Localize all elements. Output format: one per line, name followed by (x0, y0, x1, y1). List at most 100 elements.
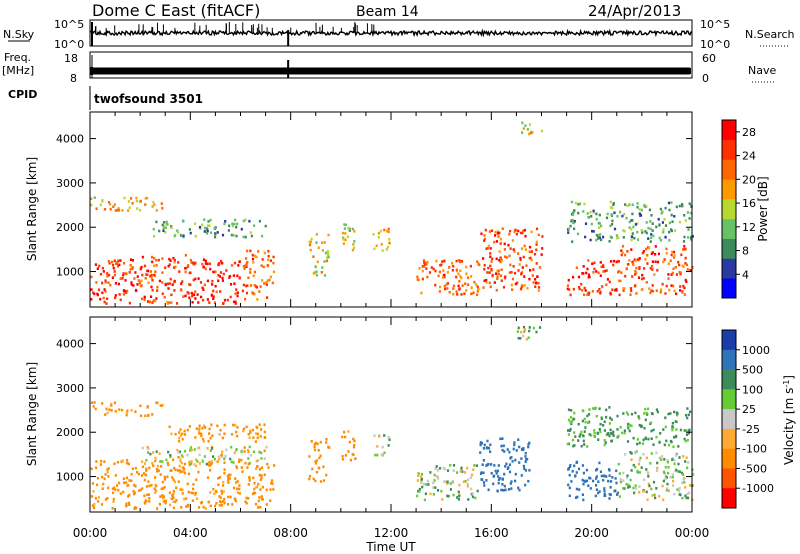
range-cell (155, 297, 158, 300)
range-cell (589, 211, 592, 214)
range-cell (495, 257, 498, 261)
range-cell (326, 256, 329, 260)
range-cell (456, 496, 459, 499)
range-cell (673, 492, 676, 496)
range-cell (605, 475, 608, 478)
range-cell (480, 232, 483, 236)
range-cell (319, 440, 322, 444)
y-tick-label: 3000 (56, 177, 84, 190)
range-cell (587, 293, 590, 296)
range-cell (192, 261, 195, 265)
range-cell (671, 220, 674, 223)
range-cell (181, 280, 184, 283)
range-cell (327, 233, 330, 237)
range-cell (217, 274, 220, 277)
range-cell (608, 469, 611, 472)
range-cell (104, 413, 107, 416)
range-cell (270, 479, 274, 482)
range-cell (459, 269, 462, 272)
range-cell (464, 480, 467, 483)
range-cell (235, 465, 238, 468)
range-cell (600, 224, 603, 228)
range-cell (581, 419, 584, 423)
range-cell (195, 478, 198, 481)
range-cell (452, 493, 455, 497)
range-cell (197, 506, 201, 509)
range-cell (490, 463, 493, 466)
range-cell (122, 289, 126, 293)
range-cell (513, 443, 516, 447)
range-cell (156, 507, 159, 510)
range-cell (623, 229, 626, 233)
range-cell (630, 227, 633, 231)
range-cell (308, 474, 312, 478)
range-cell (255, 255, 258, 259)
range-cell (461, 470, 464, 473)
range-cell (257, 250, 260, 253)
range-cell (157, 258, 160, 262)
range-cell (664, 292, 667, 295)
range-cell (214, 270, 217, 274)
range-cell (589, 477, 592, 480)
range-cell (585, 468, 588, 472)
range-cell (568, 465, 571, 469)
range-cell (170, 293, 173, 297)
range-cell (113, 270, 116, 273)
range-cell (588, 413, 591, 416)
range-cell (663, 443, 666, 447)
range-cell (609, 206, 612, 209)
range-cell (114, 262, 118, 265)
range-cell (655, 469, 659, 472)
range-cell (664, 224, 668, 227)
range-cell (197, 277, 200, 280)
range-cell (90, 275, 93, 279)
range-cell (629, 287, 632, 290)
range-cell (263, 251, 267, 255)
range-cell (173, 289, 176, 292)
range-cell (247, 457, 250, 460)
range-cell (90, 197, 93, 200)
range-cell (377, 232, 381, 235)
range-cell (178, 450, 182, 454)
range-cell (179, 457, 182, 461)
range-cell (188, 283, 191, 286)
range-cell (668, 208, 671, 212)
range-cell (385, 248, 388, 251)
range-cell (621, 245, 625, 248)
range-cell (686, 407, 689, 410)
velocity-colorbar-tick: -500 (742, 462, 767, 475)
range-cell (224, 220, 227, 223)
range-cell (169, 277, 172, 281)
range-cell (164, 231, 167, 234)
range-cell (682, 473, 685, 476)
range-cell (118, 408, 121, 411)
range-cell (640, 208, 643, 212)
range-cell (595, 477, 598, 480)
range-cell (654, 260, 657, 264)
range-cell (500, 279, 503, 282)
range-cell (174, 500, 177, 504)
range-cell (150, 273, 153, 277)
range-cell (201, 286, 204, 290)
nsearch-label: N.Search (745, 28, 795, 41)
range-cell (165, 220, 168, 224)
velocity-colorbar-segment (722, 468, 736, 489)
range-cell (233, 282, 236, 285)
range-cell (236, 222, 239, 226)
range-cell (128, 503, 131, 506)
range-cell (229, 295, 232, 299)
range-cell (187, 490, 190, 494)
range-cell (600, 238, 603, 242)
range-cell (642, 452, 645, 456)
range-cell (670, 253, 673, 257)
range-cell (670, 273, 673, 276)
range-cell (628, 423, 631, 427)
range-cell (466, 276, 470, 280)
range-cell (485, 479, 488, 482)
range-cell (168, 425, 171, 429)
range-cell (176, 448, 179, 452)
range-cell (483, 263, 486, 267)
range-cell (202, 258, 206, 261)
range-cell (161, 292, 164, 296)
